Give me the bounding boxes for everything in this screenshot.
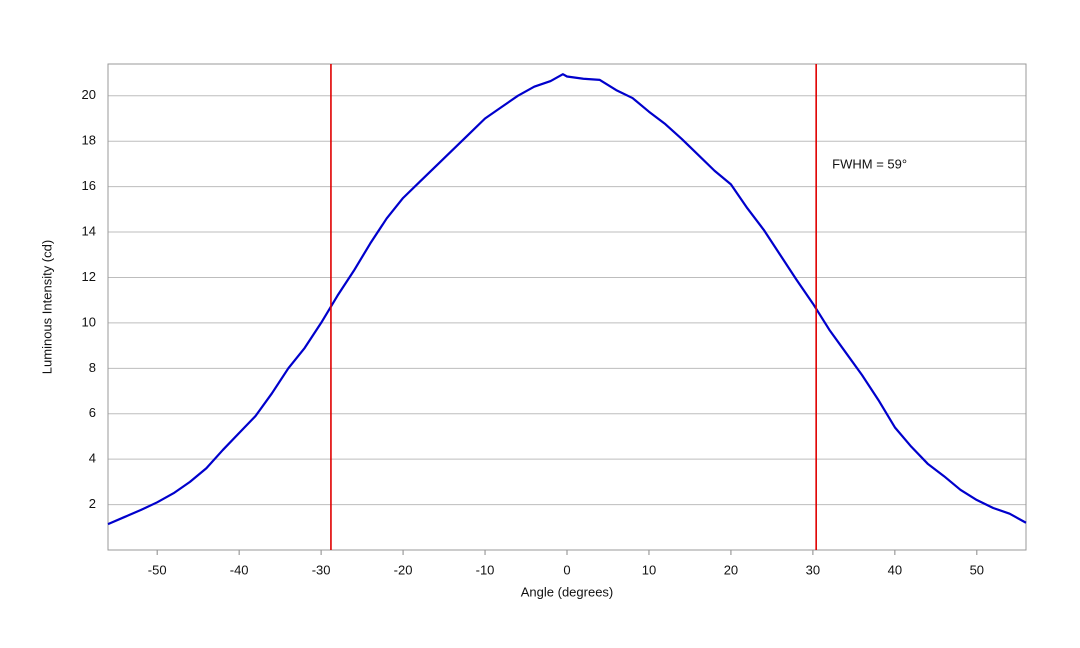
y-tick-label: 10 (82, 314, 96, 329)
x-tick-label: 20 (724, 562, 738, 577)
y-tick-label: 20 (82, 87, 96, 102)
y-tick-label: 18 (82, 133, 96, 148)
x-tick-label: 50 (970, 562, 984, 577)
data-line (107, 73, 1027, 526)
x-axis-label: Angle (degrees) (521, 584, 614, 599)
x-tick-label: 10 (642, 562, 656, 577)
annotation: FWHM = 59° (832, 156, 907, 171)
x-tick-label: 40 (888, 562, 902, 577)
x-tick-label: -10 (476, 562, 495, 577)
y-tick-label: 8 (89, 360, 96, 375)
y-tick-label: 4 (89, 451, 96, 466)
x-tick-label: -50 (148, 562, 167, 577)
x-tick-label: -40 (230, 562, 249, 577)
y-axis-label: Luminous Intensity (cd) (39, 240, 54, 374)
x-tick-label: 0 (563, 562, 570, 577)
y-tick-label: 2 (89, 496, 96, 511)
x-tick-label: -20 (394, 562, 413, 577)
y-tick-label: 14 (82, 223, 96, 238)
x-tick-label: -30 (312, 562, 331, 577)
y-tick-label: 6 (89, 405, 96, 420)
x-tick-label: 30 (806, 562, 820, 577)
y-tick-label: 12 (82, 269, 96, 284)
plot-frame (107, 63, 1027, 551)
y-tick-label: 16 (82, 178, 96, 193)
